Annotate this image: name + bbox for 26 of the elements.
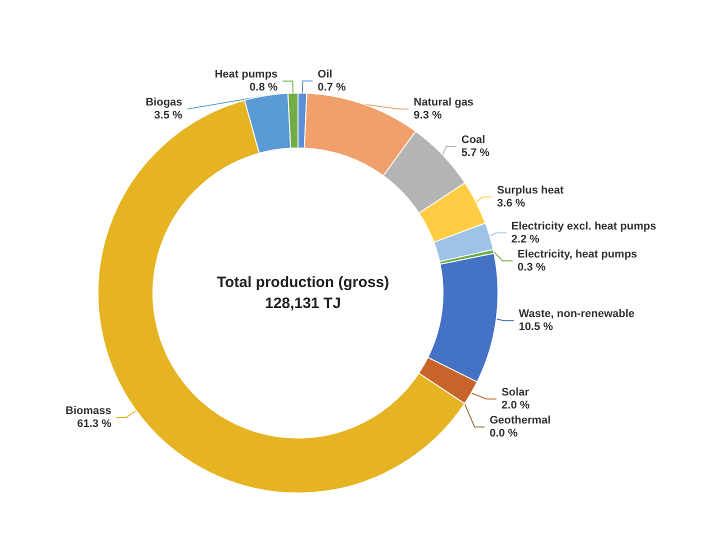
- text: Total production (gross): [216, 274, 390, 291]
- slice-label: Natural gas: [414, 96, 474, 109]
- text: 0.0 %: [490, 428, 518, 440]
- data-label: 0.7 %: [318, 82, 346, 94]
- slice-label: Waste, non-renewable: [518, 308, 635, 320]
- data-label: 10.5 %: [518, 321, 554, 334]
- slice-label: Oil: [318, 68, 332, 81]
- data-label: 0.8 %: [250, 82, 278, 94]
- data-label: 2.0 %: [502, 400, 530, 412]
- data-label: 3.5 %: [154, 110, 183, 122]
- text: 128,131 TJ: [265, 295, 341, 312]
- slice-label: Electricity, heat pumps: [518, 248, 638, 260]
- slice-label: Heat pumps: [214, 68, 278, 81]
- data-label: 3.6 %: [497, 197, 526, 210]
- slice-label: Biogas: [146, 96, 182, 109]
- legend-label: Geothermal: [490, 414, 551, 426]
- data-label: 5.7 %: [461, 147, 490, 160]
- slice-label: Biomass: [66, 404, 112, 417]
- data-label: 2.2 %: [511, 233, 540, 246]
- data-label: 61.3 %: [77, 418, 112, 430]
- slice-label: Surplus heat: [497, 184, 564, 196]
- slice-label: Electricity excl. heat pumps: [511, 220, 656, 232]
- slice-label: Coal: [461, 134, 486, 146]
- data-label: 0.3 %: [518, 261, 546, 274]
- slice-label: Solar: [502, 386, 530, 398]
- data-label: 9.3 %: [414, 110, 442, 122]
